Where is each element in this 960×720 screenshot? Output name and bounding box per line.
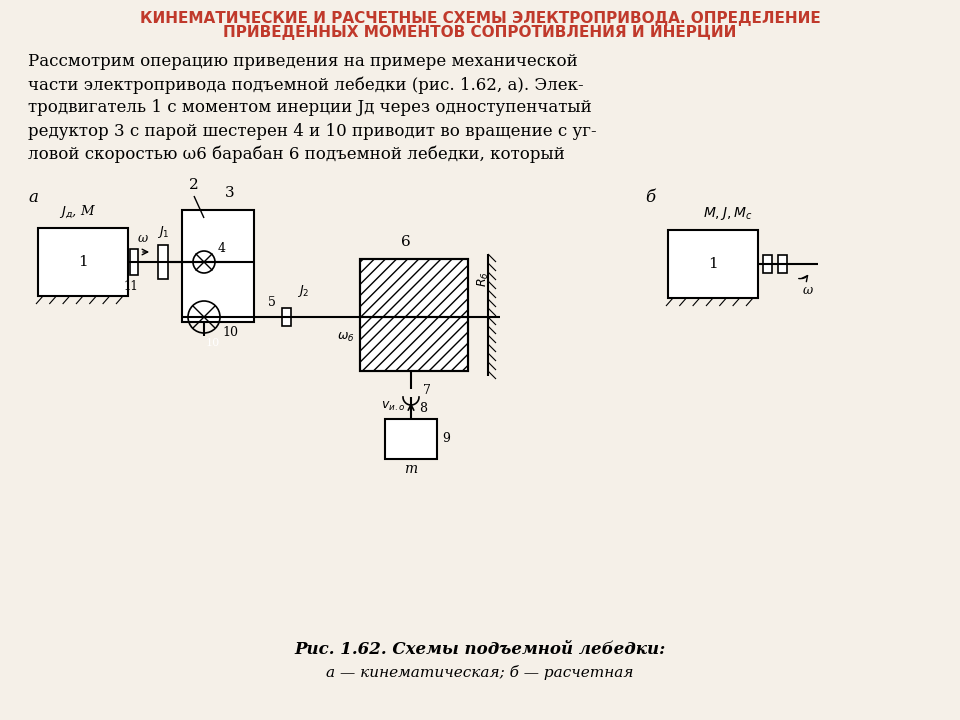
Text: 10: 10 — [222, 326, 238, 340]
Text: ω: ω — [138, 232, 148, 245]
Bar — [385, 419, 437, 459]
Text: 1: 1 — [708, 257, 718, 271]
Text: 6: 6 — [401, 235, 411, 249]
Text: $v_{и.о}$: $v_{и.о}$ — [381, 400, 406, 413]
Text: б: б — [645, 189, 655, 207]
Bar — [360, 259, 468, 371]
Text: ловой скоростью ω6 барабан 6 подъемной лебедки, который: ловой скоростью ω6 барабан 6 подъемной л… — [28, 145, 564, 163]
Text: $J_{д}$, M: $J_{д}$, M — [60, 203, 97, 220]
Text: $R_б$: $R_б$ — [476, 271, 492, 287]
Text: а: а — [28, 189, 37, 207]
Bar — [282, 308, 291, 326]
Text: 7: 7 — [423, 384, 431, 397]
Text: ω: ω — [803, 284, 813, 297]
Bar — [668, 230, 758, 298]
Text: 1: 1 — [78, 255, 88, 269]
Text: Рис. 1.62. Схемы подъемной лебедки:: Рис. 1.62. Схемы подъемной лебедки: — [295, 642, 665, 659]
Text: 11: 11 — [124, 280, 138, 293]
Text: а — кинематическая; б — расчетная: а — кинематическая; б — расчетная — [326, 665, 634, 680]
Text: 10: 10 — [206, 338, 220, 348]
Bar — [182, 210, 254, 322]
Text: 9: 9 — [442, 433, 450, 446]
Text: m: m — [404, 462, 418, 476]
Text: 3: 3 — [226, 186, 235, 200]
Text: $J_2$: $J_2$ — [297, 283, 309, 299]
Text: КИНЕМАТИЧЕСКИЕ И РАСЧЕТНЫЕ СХЕМЫ ЭЛЕКТРОПРИВОДА. ОПРЕДЕЛЕНИЕ: КИНЕМАТИЧЕСКИЕ И РАСЧЕТНЫЕ СХЕМЫ ЭЛЕКТРО… — [139, 11, 821, 25]
Text: тродвигатель 1 с моментом инерции Jд через одноступенчатый: тродвигатель 1 с моментом инерции Jд чер… — [28, 99, 591, 117]
Text: части электропривода подъемной лебедки (рис. 1.62, а). Элек-: части электропривода подъемной лебедки (… — [28, 76, 584, 94]
Bar — [763, 255, 772, 273]
Bar — [778, 255, 787, 273]
Text: $ω_б$: $ω_б$ — [337, 330, 355, 343]
Bar — [130, 249, 138, 275]
Text: ПРИВЕДЕННЫХ МОМЕНТОВ СОПРОТИВЛЕНИЯ И ИНЕРЦИИ: ПРИВЕДЕННЫХ МОМЕНТОВ СОПРОТИВЛЕНИЯ И ИНЕ… — [224, 25, 736, 40]
Text: редуктор 3 с парой шестерен 4 и 10 приводит во вращение с уг-: редуктор 3 с парой шестерен 4 и 10 приво… — [28, 122, 596, 140]
Text: 8: 8 — [419, 402, 427, 415]
Text: $M, J, M_c$: $M, J, M_c$ — [704, 205, 753, 222]
Text: Рассмотрим операцию приведения на примере механической: Рассмотрим операцию приведения на пример… — [28, 53, 578, 71]
Text: 2: 2 — [189, 178, 199, 192]
Bar — [360, 259, 468, 371]
Text: $J_1$: $J_1$ — [156, 224, 169, 240]
Text: 4: 4 — [218, 241, 226, 254]
Text: 5: 5 — [268, 295, 276, 308]
Bar — [158, 245, 168, 279]
Bar — [38, 228, 128, 296]
